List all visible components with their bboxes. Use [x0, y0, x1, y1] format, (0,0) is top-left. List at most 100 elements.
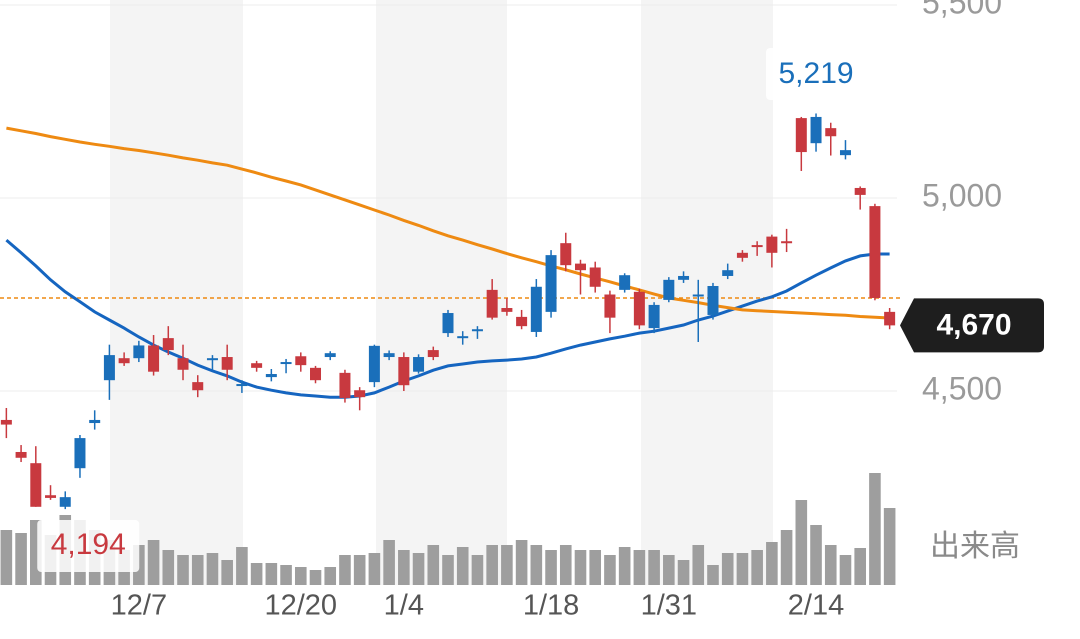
- x-tick-label: 12/20: [264, 590, 337, 622]
- volume-bar: [383, 540, 395, 585]
- candle-body: [354, 390, 366, 398]
- x-tick-label: 1/18: [523, 590, 579, 622]
- candle-body: [530, 286, 542, 332]
- candle-body: [206, 358, 218, 361]
- candle-body: [589, 267, 601, 287]
- candle-body: [692, 294, 704, 297]
- y-tick-label: 5,500: [922, 0, 1002, 20]
- volume-bar: [471, 555, 484, 585]
- candle-body: [103, 355, 115, 381]
- background-bands: [110, 0, 773, 585]
- candle-body: [795, 118, 807, 153]
- band: [641, 0, 773, 585]
- candle-body: [280, 362, 292, 365]
- candle-body: [133, 345, 145, 359]
- candle-body: [604, 294, 616, 318]
- low-label-box: [37, 520, 140, 572]
- candle-body: [574, 263, 586, 271]
- last-price-badge: [900, 298, 1044, 353]
- volume-bar: [412, 553, 425, 585]
- candle-body: [854, 187, 866, 195]
- candle-body: [398, 357, 410, 386]
- volume-bar: [810, 525, 822, 585]
- volume-bar: [515, 540, 528, 585]
- candle-body: [192, 382, 204, 391]
- candle-body: [663, 279, 675, 300]
- volume-bar: [294, 567, 307, 585]
- volume-bar: [869, 473, 881, 585]
- high-label-box: [766, 48, 867, 100]
- candle-body: [45, 495, 57, 498]
- volume-bar: [442, 555, 454, 585]
- candle-body: [457, 336, 469, 339]
- volume-bar: [618, 547, 631, 585]
- volume-bar: [324, 567, 337, 585]
- volume-bar: [30, 520, 42, 585]
- candle-body: [869, 206, 881, 298]
- candle-body: [162, 338, 174, 351]
- candle-body: [471, 329, 483, 332]
- volume-bar: [795, 500, 808, 585]
- volume-bar: [456, 547, 469, 585]
- candle-body: [0, 419, 12, 425]
- volume-bar: [604, 555, 616, 585]
- last-price-label: 4,670: [936, 308, 1011, 341]
- candle-body: [648, 304, 660, 329]
- moving-average-line: [6, 126, 890, 320]
- candle-body: [884, 311, 896, 326]
- candle-body: [766, 236, 778, 253]
- volume-bar: [780, 530, 793, 585]
- candle-body: [427, 350, 439, 358]
- candle-body: [15, 451, 27, 458]
- candle-body: [545, 255, 557, 312]
- candle-body: [442, 313, 454, 334]
- volume-bar: [191, 555, 204, 585]
- volume-bar: [648, 550, 660, 585]
- candle-body: [177, 358, 189, 370]
- volume-bar: [545, 550, 557, 585]
- volume-bar: [559, 545, 572, 585]
- candle-body: [265, 374, 277, 378]
- candle-body: [810, 116, 822, 144]
- candle-body: [383, 353, 395, 358]
- volume-bar: [177, 555, 189, 585]
- volume-label: 出来高: [930, 530, 1020, 563]
- candle-body: [324, 353, 336, 358]
- volume-bar: [427, 545, 440, 585]
- candle-body: [486, 289, 498, 318]
- volume-bar: [353, 555, 366, 585]
- volume-bar: [839, 555, 852, 585]
- volume-bar: [162, 550, 175, 585]
- volume-bar: [250, 563, 263, 585]
- volume-bar: [707, 565, 719, 585]
- candle-body: [368, 345, 380, 383]
- candle-body: [251, 363, 263, 368]
- candle-body: [74, 438, 86, 469]
- candle-body: [295, 356, 307, 366]
- candle-body: [30, 463, 42, 507]
- volume-bar: [280, 565, 292, 585]
- candle-body: [236, 384, 248, 387]
- volume-bar: [766, 542, 778, 585]
- volume-bar: [147, 540, 160, 585]
- band: [376, 0, 507, 585]
- volume-bar: [736, 553, 749, 585]
- candle-body: [118, 358, 130, 364]
- x-tick-label: 12/7: [111, 590, 167, 622]
- candle-body: [413, 357, 425, 372]
- candle-body: [722, 270, 734, 276]
- candle-body: [619, 275, 631, 290]
- volume-bar: [663, 555, 675, 585]
- volume-bar: [398, 550, 410, 585]
- candle-body: [501, 308, 513, 312]
- volume-bar: [309, 570, 322, 585]
- candle-body: [633, 291, 645, 326]
- candle-body: [221, 357, 233, 370]
- candle-body: [339, 372, 351, 398]
- volume-bar: [206, 553, 219, 585]
- volume-bar: [751, 550, 763, 585]
- volume-bar: [633, 550, 646, 585]
- volume-bar: [339, 555, 351, 585]
